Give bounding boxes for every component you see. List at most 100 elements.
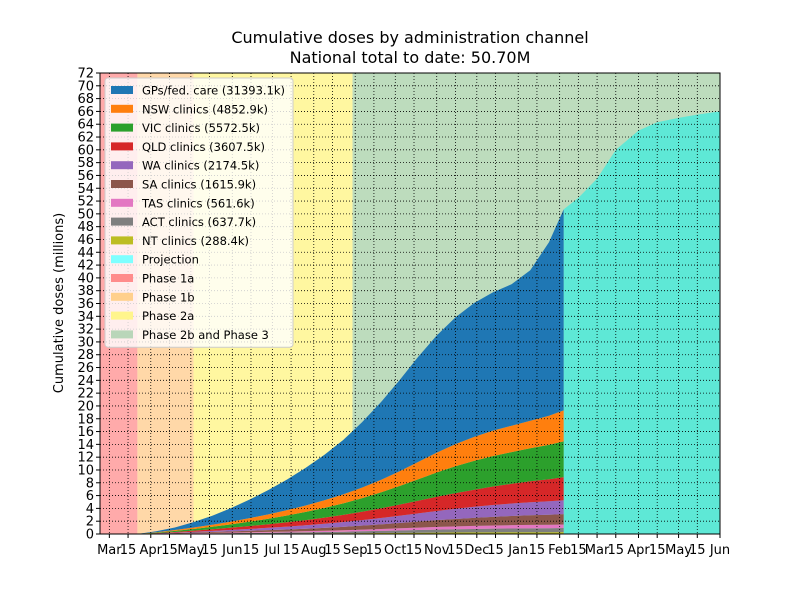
legend-swatch-3 xyxy=(111,142,133,151)
y-tick-label-5: 10 xyxy=(77,463,94,478)
x-tick-label-7: 15 xyxy=(243,543,260,558)
projection-area xyxy=(563,111,720,534)
y-tick-label-19: 38 xyxy=(77,284,94,299)
y-tick-label-8: 16 xyxy=(77,425,94,440)
x-tick-label-29: 15 xyxy=(689,543,706,558)
y-tick-label-29: 58 xyxy=(77,156,94,171)
x-tick-label-19: 15 xyxy=(487,543,504,558)
y-tick-label-33: 66 xyxy=(77,105,94,120)
legend-swatch-13 xyxy=(111,330,133,339)
y-tick-label-9: 18 xyxy=(77,412,94,427)
series-area-6 xyxy=(137,441,564,534)
x-tick-label-4: May xyxy=(177,543,204,558)
legend-label-12: Phase 2a xyxy=(142,309,194,323)
series-area-1 xyxy=(137,528,564,534)
y-tick-label-36: 72 xyxy=(77,67,94,82)
x-tick-label-17: 15 xyxy=(447,543,464,558)
legend-label-8: NT clinics (288.4k) xyxy=(142,234,249,248)
x-tick-label-27: 15 xyxy=(649,543,666,558)
legend-label-1: NSW clinics (4852.9k) xyxy=(142,102,268,116)
x-tick-label-26: Apr xyxy=(627,543,650,558)
legend-swatch-12 xyxy=(111,311,133,320)
y-tick-label-4: 8 xyxy=(86,476,94,491)
x-tick-label-5: 15 xyxy=(201,543,218,558)
y-tick-label-1: 2 xyxy=(86,515,94,530)
y-tick-label-15: 30 xyxy=(77,335,94,350)
y-tick-label-24: 48 xyxy=(77,220,94,235)
y-tick-label-21: 42 xyxy=(77,259,94,274)
y-tick-label-35: 70 xyxy=(77,79,94,94)
legend-label-3: QLD clinics (3607.5k) xyxy=(142,140,265,154)
y-tick-label-3: 6 xyxy=(86,489,94,504)
x-tick-label-30: Jun xyxy=(709,543,730,558)
x-tick-label-20: Jan xyxy=(507,543,528,558)
y-tick-label-18: 36 xyxy=(77,297,94,312)
series-area-8 xyxy=(137,209,564,534)
legend-swatch-9 xyxy=(111,255,133,264)
y-tick-label-16: 32 xyxy=(77,323,94,338)
legend-swatch-4 xyxy=(111,161,133,170)
chart-subtitle: National total to date: 50.70M xyxy=(290,48,531,67)
y-tick-label-26: 52 xyxy=(77,195,94,210)
y-tick-label-20: 40 xyxy=(77,271,94,286)
x-tick-label-18: Dec xyxy=(464,543,489,558)
y-tick-label-28: 56 xyxy=(77,169,94,184)
legend-swatch-11 xyxy=(111,292,133,301)
y-tick-label-31: 62 xyxy=(77,131,94,146)
x-tick-label-10: Aug xyxy=(301,543,326,558)
x-tick-label-16: Nov xyxy=(424,543,450,558)
y-tick-label-6: 12 xyxy=(77,451,94,466)
x-tick-label-25: 15 xyxy=(608,543,625,558)
y-tick-label-0: 0 xyxy=(86,528,94,543)
x-tick-label-9: 15 xyxy=(283,543,300,558)
legend-swatch-6 xyxy=(111,198,133,207)
x-tick-label-8: Jul xyxy=(264,543,281,558)
legend-box xyxy=(104,77,294,348)
series-area-3 xyxy=(137,514,564,534)
x-tick-label-22: Feb xyxy=(548,543,571,558)
legend-label-2: VIC clinics (5572.5k) xyxy=(142,121,260,135)
y-tick-label-17: 34 xyxy=(77,310,94,325)
legend-swatch-8 xyxy=(111,236,133,245)
legend-swatch-7 xyxy=(111,217,133,226)
x-tick-label-6: Jun xyxy=(221,543,242,558)
legend-swatch-1 xyxy=(111,104,133,113)
series-area-5 xyxy=(137,477,564,534)
y-tick-label-34: 68 xyxy=(77,92,94,107)
legend-swatch-5 xyxy=(111,180,133,188)
y-tick-label-13: 26 xyxy=(77,361,94,376)
y-tick-label-7: 14 xyxy=(77,438,94,453)
x-tick-label-1: 15 xyxy=(120,543,137,558)
x-tick-label-14: Oct xyxy=(384,543,406,558)
y-tick-label-30: 60 xyxy=(77,143,94,158)
legend-label-13: Phase 2b and Phase 3 xyxy=(142,328,269,342)
y-tick-label-27: 54 xyxy=(77,182,94,197)
legend-label-0: GPs/fed. care (31393.1k) xyxy=(142,84,285,98)
x-tick-label-21: 15 xyxy=(529,543,546,558)
series-area-2 xyxy=(137,524,564,534)
legend-label-4: WA clinics (2174.5k) xyxy=(142,159,259,173)
y-tick-label-10: 20 xyxy=(77,399,94,414)
x-tick-label-24: Mar xyxy=(585,543,610,558)
y-tick-label-2: 4 xyxy=(86,502,94,517)
chart-title: Cumulative doses by administration chann… xyxy=(231,28,588,47)
y-tick-label-14: 28 xyxy=(77,348,94,363)
y-tick-label-25: 50 xyxy=(77,207,94,222)
x-tick-label-13: 15 xyxy=(366,543,383,558)
y-tick-label-12: 24 xyxy=(77,374,94,389)
legend-swatch-0 xyxy=(111,86,133,94)
y-tick-label-23: 46 xyxy=(77,233,94,248)
legend-label-9: Projection xyxy=(142,253,199,267)
x-tick-label-28: May xyxy=(665,543,692,558)
x-tick-label-11: 15 xyxy=(324,543,341,558)
legend-label-7: ACT clinics (637.7k) xyxy=(142,215,256,229)
legend-label-5: SA clinics (1615.9k) xyxy=(142,178,256,192)
x-tick-label-3: 15 xyxy=(161,543,178,558)
x-tick-label-12: Sep xyxy=(343,543,368,558)
legend-label-11: Phase 1b xyxy=(142,290,195,304)
legend-swatch-10 xyxy=(111,274,133,282)
x-tick-label-0: Mar xyxy=(97,543,122,558)
x-tick-label-15: 15 xyxy=(406,543,423,558)
y-tick-label-22: 44 xyxy=(77,246,94,261)
